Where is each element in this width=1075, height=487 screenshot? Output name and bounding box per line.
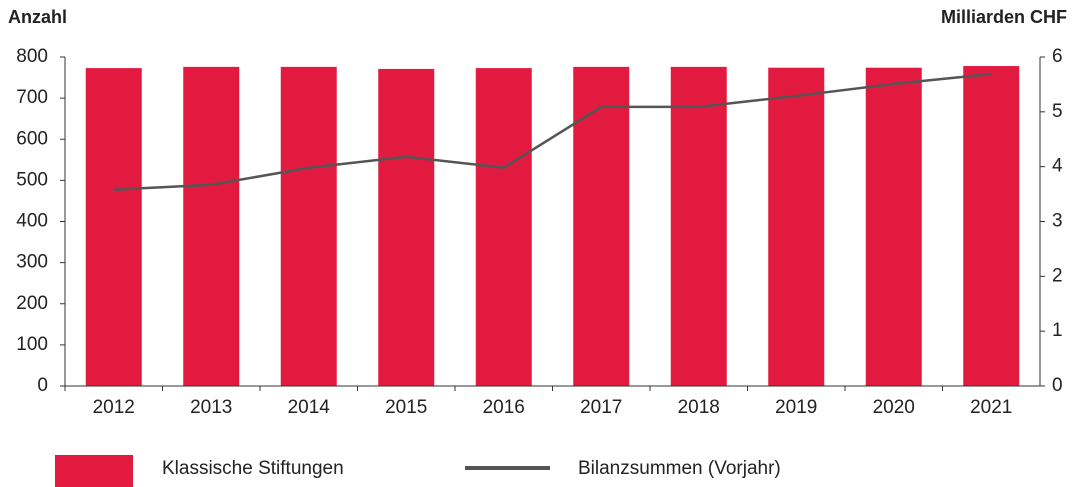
bar [865,67,922,386]
y-tick-label: 800 [16,46,48,67]
y-tick-label: 0 [37,375,48,396]
x-tick-label: 2013 [190,397,232,418]
bar [378,68,435,387]
y-tick-label: 200 [16,293,48,314]
x-tick-label: 2017 [580,397,622,418]
x-tick-label: 2019 [775,397,817,418]
y-tick-label: 100 [16,334,48,355]
y2-tick-label: 5 [1052,101,1063,122]
y-tick-label: 600 [16,128,48,149]
y2-tick-label: 0 [1052,375,1063,396]
y-tick-label: 400 [16,211,48,232]
y-tick-label: 300 [16,252,48,273]
line [113,72,992,191]
x-tick-label: 2015 [385,397,427,418]
bar [670,66,727,387]
y2-axis-title: Milliarden CHF [941,7,1067,27]
bar [85,68,142,386]
y-axis-title: Anzahl [8,7,67,27]
y2-tick-label: 2 [1052,265,1063,286]
x-tick-label: 2018 [678,397,720,418]
y2-tick-label: 6 [1052,46,1063,67]
legend-label: Bilanzsummen (Vorjahr) [578,458,781,479]
legend-swatch [55,455,133,487]
x-tick-label: 2016 [483,397,525,418]
x-tick-label: 2012 [93,397,135,418]
y-tick-label: 500 [16,169,48,190]
bar [768,67,825,386]
bar [573,66,630,387]
x-tick-label: 2021 [970,397,1012,418]
x-tick-label: 2014 [288,397,331,418]
bar [963,66,1020,387]
bar [475,68,532,386]
bar [183,66,240,387]
legend-label: Klassische Stiftungen [162,458,344,479]
x-tick-label: 2020 [873,397,915,418]
y-tick-label: 700 [16,87,48,108]
y2-tick-label: 3 [1052,211,1063,232]
y2-tick-label: 1 [1052,320,1063,341]
y2-tick-label: 4 [1052,156,1063,177]
bar [280,66,337,387]
